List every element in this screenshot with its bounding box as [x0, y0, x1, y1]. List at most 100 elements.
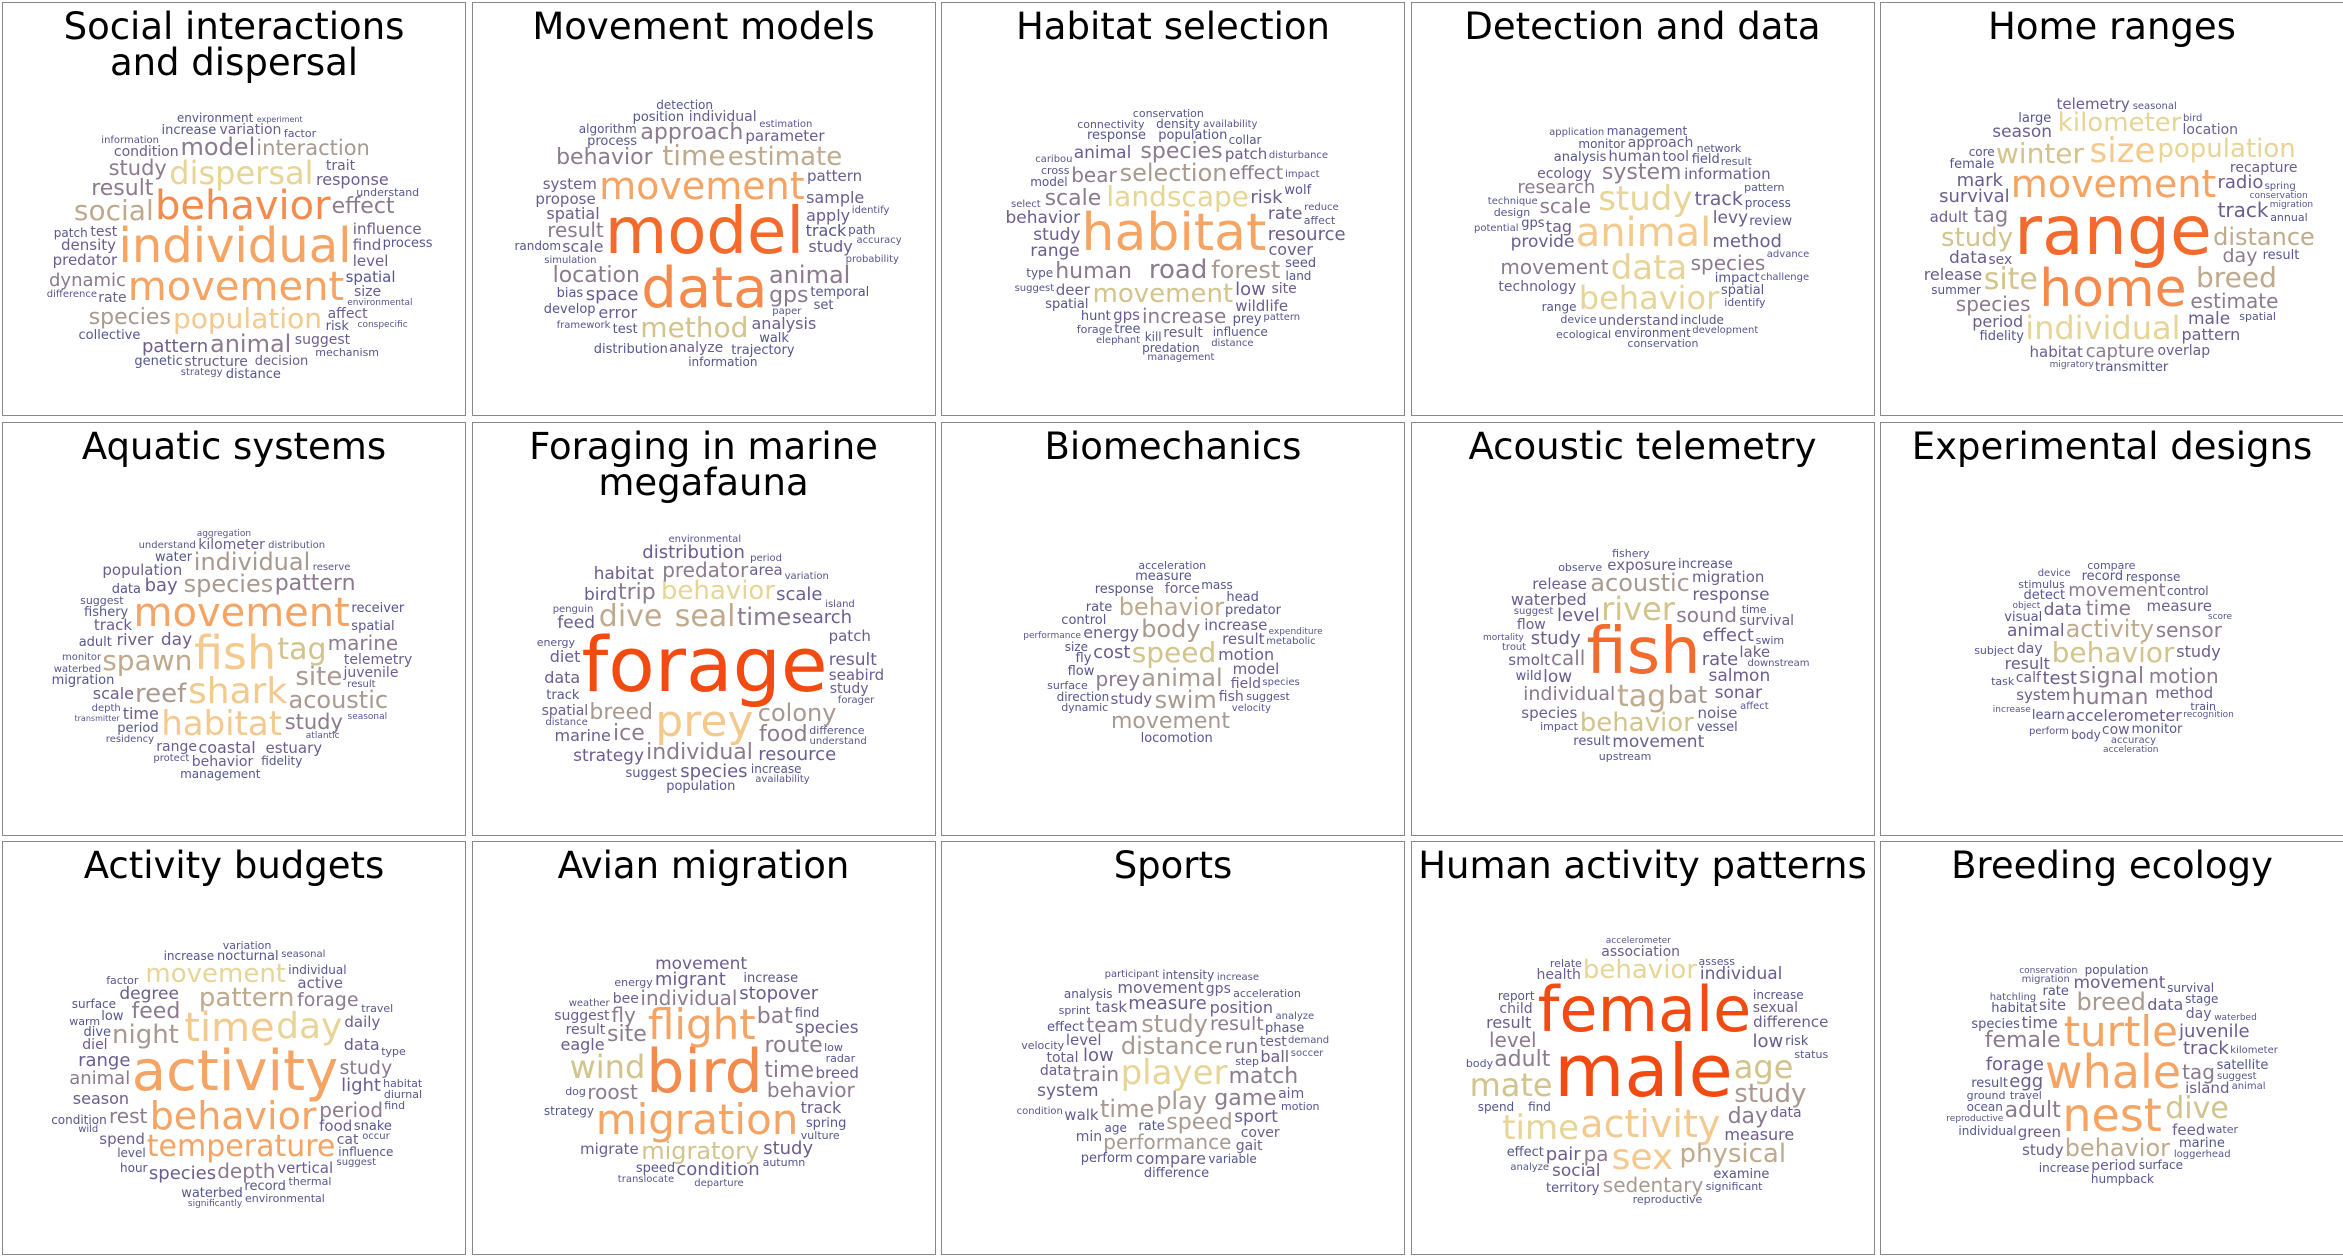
cloud-word: individual — [1699, 964, 1783, 985]
cloud-word: spatial — [351, 619, 395, 635]
cloud-word: study — [2022, 1140, 2064, 1159]
cloud-word: area — [749, 561, 783, 580]
cloud-word: tool — [1662, 149, 1690, 166]
panel-title: Biomechanics — [1044, 424, 1302, 468]
cloud-word: breed — [2196, 261, 2277, 295]
cloud-word: run — [1224, 1034, 1259, 1059]
cloud-word: site — [1983, 261, 2038, 297]
cloud-word: smolt — [1508, 651, 1550, 669]
cloud-word: departure — [694, 1178, 744, 1189]
cloud-word: migrant — [654, 969, 726, 991]
cloud-word: nocturnal — [217, 948, 279, 964]
cloud-word: turtle — [2063, 1006, 2178, 1056]
cloud-word: level — [1065, 1031, 1102, 1050]
cloud-word: survival — [1939, 186, 2010, 207]
word-cloud: activity time behavior day temperature patter… — [3, 842, 465, 1254]
cloud-word: potential — [1474, 223, 1519, 235]
cloud-word: range — [156, 739, 198, 756]
cloud-word: estuary — [265, 738, 323, 757]
cloud-word: rate — [1701, 648, 1739, 670]
wordcloud-panel: Breeding ecology whale nest turtle dive breed… — [1880, 841, 2343, 1255]
cloud-word: train — [1072, 1062, 1120, 1087]
cloud-word: network — [1696, 141, 1742, 155]
cloud-word: night — [112, 1020, 179, 1050]
cloud-word: conservation — [1132, 107, 1204, 121]
cloud-word: time — [122, 703, 159, 723]
cloud-word: release — [1923, 264, 1983, 284]
cloud-word: influence — [338, 1144, 394, 1159]
cloud-word: vertical — [277, 1159, 334, 1178]
cloud-word: marine — [554, 725, 611, 745]
cloud-word: speed — [1131, 636, 1217, 670]
cloud-word: individual — [688, 109, 757, 126]
cloud-word: movement — [2068, 579, 2166, 601]
cloud-word: movement — [599, 164, 805, 209]
cloud-word: light — [341, 1074, 381, 1096]
cloud-word: measure — [1724, 1124, 1795, 1144]
cloud-word: predation — [1142, 340, 1200, 355]
cloud-word: increase — [1992, 704, 2031, 715]
cloud-word: landscape — [1106, 179, 1249, 213]
cloud-word: population — [102, 561, 183, 580]
cloud-word: method — [2155, 683, 2214, 702]
cloud-word: reproductive — [1632, 1193, 1703, 1207]
cloud-word: diet — [549, 646, 581, 666]
cloud-word: demand — [1288, 1035, 1330, 1047]
cloud-word: bird — [2183, 112, 2203, 124]
cloud-word: result — [1486, 1013, 1532, 1033]
cloud-word: relate — [1549, 957, 1582, 971]
cloud-word: motion — [1218, 645, 1275, 664]
cloud-word: movement — [1111, 708, 1230, 734]
cloud-word: effect — [1047, 1019, 1085, 1035]
cloud-word: spatial — [541, 702, 589, 719]
cloud-word: study — [1033, 224, 1081, 245]
cloud-word: bird — [584, 585, 617, 606]
cloud-word: period — [2091, 1158, 2136, 1175]
cloud-word: location — [552, 262, 640, 288]
cloud-word: total — [1046, 1049, 1079, 1066]
cloud-word: ecological — [1556, 327, 1612, 341]
cloud-word: seasonal — [347, 712, 388, 723]
cloud-word: probability — [845, 253, 899, 265]
cloud-word: kilometer — [2057, 108, 2182, 139]
cloud-word: selection — [1119, 158, 1228, 187]
cloud-word: salmon — [1708, 666, 1771, 687]
wordcloud-panel: Biomechanics speed body animal behavior swim m… — [941, 421, 1405, 836]
word-cloud: forage prey seal dive behavior time colony bree… — [473, 423, 935, 835]
cloud-word: data — [1610, 247, 1688, 288]
cloud-word: time — [1502, 1107, 1580, 1148]
cloud-word: route — [764, 1033, 823, 1058]
cloud-word: test — [612, 322, 638, 338]
cloud-word: fish — [1218, 688, 1244, 705]
cloud-word: ecology — [1537, 165, 1592, 182]
cloud-word: movement — [145, 958, 287, 989]
panel-title: Aquatic systems — [81, 424, 387, 468]
word-cloud: fish river tag behavior bat acoustic sound call… — [1412, 423, 1874, 835]
cloud-word: system — [1037, 1081, 1099, 1102]
cloud-word: resource — [758, 743, 837, 765]
cloud-word: dive — [598, 598, 663, 634]
cloud-word: waterbed — [53, 663, 102, 675]
cloud-word: fish — [194, 625, 277, 680]
cloud-word: find — [1528, 1100, 1551, 1115]
cloud-word: levy — [1712, 208, 1749, 228]
cloud-word: population — [2157, 134, 2296, 165]
cloud-word: condition — [51, 1112, 107, 1127]
cloud-word: pattern — [198, 983, 295, 1013]
cloud-word: review — [1749, 214, 1793, 230]
cloud-word: scale — [1539, 194, 1592, 219]
cloud-word: movement — [1117, 978, 1204, 997]
cloud-word: structure — [184, 353, 248, 370]
cloud-word: collar — [1228, 133, 1262, 148]
cloud-word: breed — [815, 1064, 859, 1083]
cloud-word: tag — [1545, 217, 1573, 237]
cloud-word: velocity — [1021, 1039, 1065, 1053]
cloud-word: kilometer — [198, 536, 265, 553]
cloud-word: mortality — [1483, 633, 1524, 644]
cloud-word: process — [587, 134, 638, 150]
cloud-word: distribution — [642, 541, 745, 563]
cloud-word: dog — [565, 1085, 586, 1099]
cloud-word: data — [343, 1034, 380, 1054]
cloud-word: energy — [614, 976, 653, 990]
cloud-word: study — [108, 155, 167, 180]
